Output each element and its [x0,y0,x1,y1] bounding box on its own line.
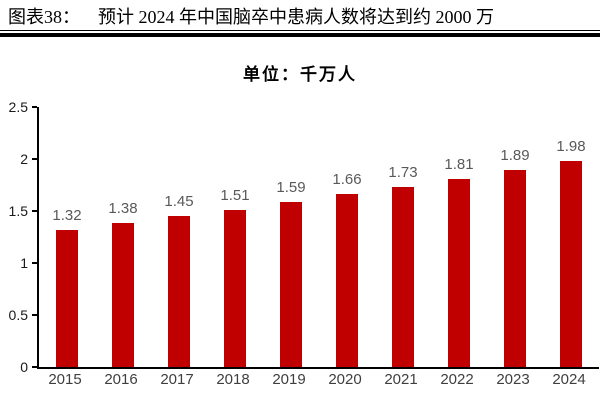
bar-value-label: 1.51 [220,186,250,204]
bar-2024 [560,161,582,367]
bar-slot: 1.38 [95,107,151,367]
y-tick-mark [32,262,37,264]
bar-slot: 1.45 [151,107,207,367]
bar-slot: 1.81 [431,107,487,367]
figure-title: 预计 2024 年中国脑卒中患病人数将达到约 2000 万 [98,7,494,27]
header-rule-thin [0,30,600,31]
figure-header: 图表38： 预计 2024 年中国脑卒中患病人数将达到约 2000 万 [8,3,600,29]
x-tick-label: 2023 [496,371,530,388]
bar-value-label: 1.45 [164,193,194,211]
bar-2020 [336,194,358,367]
figure-number-label: 图表38： [8,7,80,27]
bar-slot: 1.59 [263,107,319,367]
bar-slot: 1.32 [39,107,95,367]
x-tick-label: 2024 [552,371,586,388]
x-tick-label: 2020 [328,371,362,388]
plot-area: 1.32 1.38 1.45 1.51 1.59 1.66 1.73 1.81 1.89 1.98 [32,106,599,369]
y-tick-label: 0.5 [8,307,28,323]
x-axis-labels: 2015 2016 2017 2018 2019 2020 2021 2022 2023 2024 [37,372,597,387]
bar-value-label: 1.73 [388,164,418,182]
bar-slot: 1.89 [487,107,543,367]
bar-2018 [224,209,246,367]
header-rule-thick [0,33,600,37]
bar-slot: 1.73 [375,107,431,367]
bar-value-label: 1.38 [108,200,138,218]
y-tick-mark [32,314,37,316]
bar-2017 [168,216,190,367]
x-tick-label: 2022 [440,371,474,388]
bar-value-label: 1.81 [444,155,474,173]
x-tick-label: 2018 [216,371,250,388]
bar-2022 [448,178,470,367]
bar-value-label: 1.66 [332,171,362,189]
chart-unit-label: 单位：千万人 [243,65,357,84]
bar-value-label: 1.32 [52,206,82,224]
x-tick-label: 2019 [272,371,306,388]
x-tick-label: 2015 [48,371,82,388]
y-tick-mark [32,158,37,160]
bar-value-label: 1.59 [276,178,306,196]
y-tick-label: 1.5 [8,203,28,219]
bar-2016 [112,223,134,367]
bar-value-label: 1.98 [556,138,586,156]
y-tick-label: 2 [20,151,28,167]
bar-slot: 1.66 [319,107,375,367]
x-tick-label: 2017 [160,371,194,388]
x-tick-label: 2016 [104,371,138,388]
y-axis: 0 0.5 1 1.5 2 2.5 [0,100,32,374]
bar-2021 [392,187,414,367]
bar-value-label: 1.89 [500,147,530,165]
y-tick-label: 1 [20,255,28,271]
bar-2019 [280,201,302,367]
y-tick-label: 0 [20,359,28,375]
bar-slot: 1.98 [543,107,599,367]
bar-2023 [504,170,526,367]
y-tick-mark [32,366,37,368]
x-tick-label: 2021 [384,371,418,388]
bar-2015 [56,229,78,367]
bar-slot: 1.51 [207,107,263,367]
y-tick-mark [32,210,37,212]
y-tick-mark [32,106,37,108]
y-tick-label: 2.5 [8,99,28,115]
